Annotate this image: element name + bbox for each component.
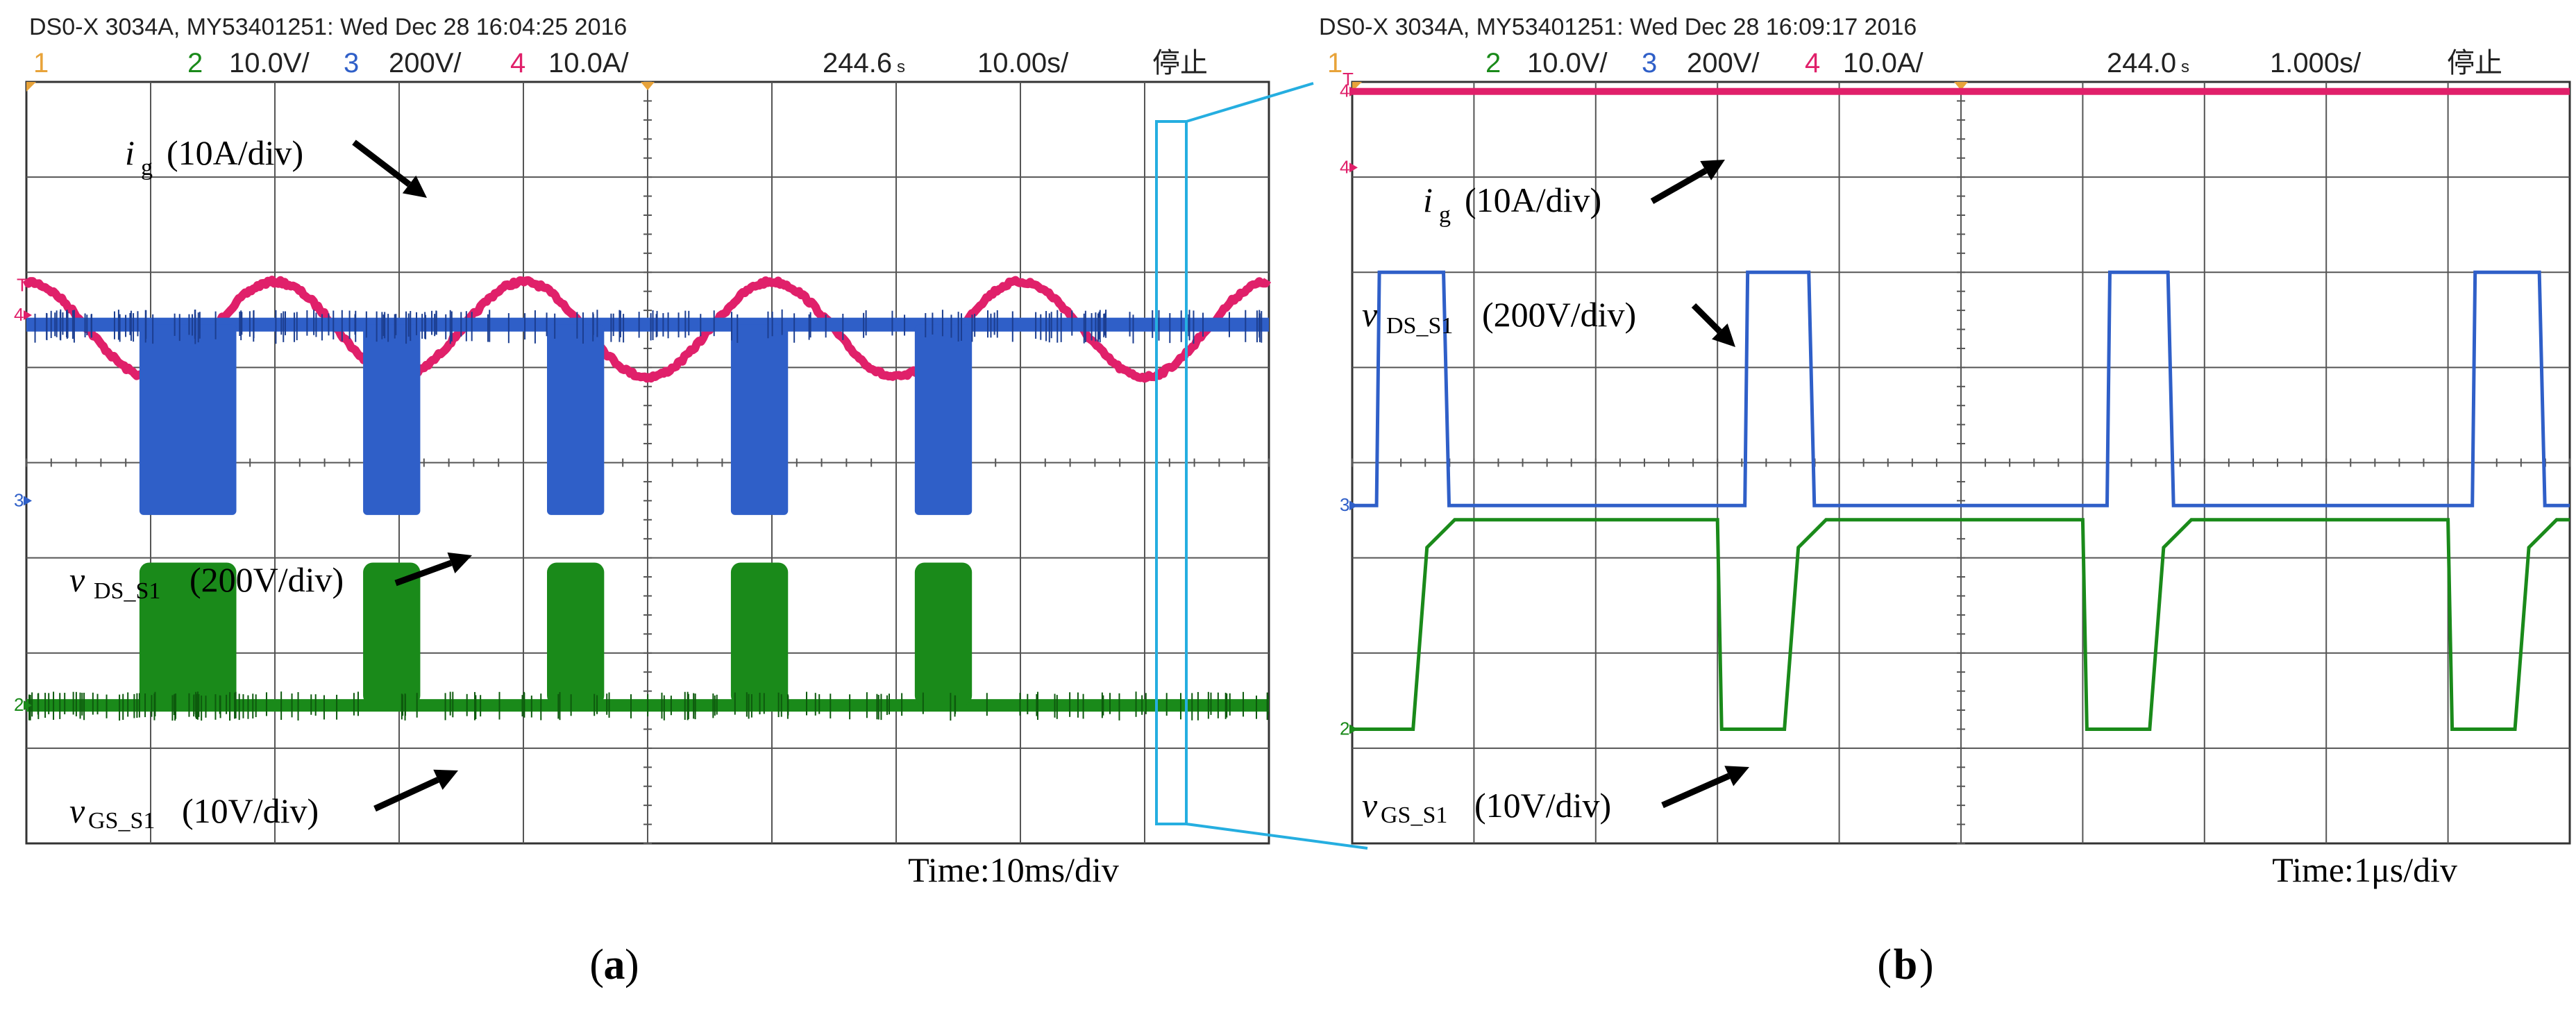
trace-vgs-pulse-a [731,562,788,705]
ch-marker-label-ch2-a: 2 [14,694,24,715]
plot-area-a: 4 T 3 2 [14,82,1269,843]
ann-vgs-sym-b: v [1362,786,1378,825]
ch3-label-b: 3 [1642,48,1657,78]
figure-root: DS0-X 3034A, MY53401251: Wed Dec 28 16:0… [0,0,2576,1010]
trace-vds-block-a [363,325,420,515]
status-a: 停止 [1152,48,1208,78]
header-line1-b: DS0-X 3034A, MY53401251: Wed Dec 28 16:0… [1319,14,1917,40]
delay-b: 244.0 [2107,48,2176,78]
delay-unit-b: s [2181,58,2189,76]
trace-vgs-pulse-a [547,562,604,705]
header-line1-a: DS0-X 3034A, MY53401251: Wed Dec 28 16:0… [29,14,627,40]
delay-a: 244.6 [823,48,892,78]
ann-vds-sym-a: v [69,560,85,599]
ch4-label-b: 4 [1805,48,1820,78]
ch3-label-a: 3 [344,48,359,78]
ch-marker-label-ch4-b: 4 [1340,156,1349,177]
ann-ig-sub-b: g [1439,202,1451,228]
ch4-scale-a: 10.0A/ [548,48,630,78]
ann-ig-scale-b: (10A/div) [1465,180,1601,219]
ann-vgs-sub-b: GS_S1 [1381,802,1447,828]
ann-ig-sub-a: g [141,155,153,180]
trig-label-a: T [17,275,28,296]
trace-vgs-pulse-a [363,562,420,705]
caption-b: ( b ) [1877,941,1933,988]
ann-ig-sym-a: i [125,133,135,172]
ann-vgs-scale-a: (10V/div) [182,791,319,830]
ann-vds-scale-b: (200V/div) [1482,295,1636,334]
trace-vds-block-a [547,325,604,515]
ch2-scale-b: 10.0V/ [1527,48,1608,78]
ann-ig-scale-a: (10A/div) [167,133,303,172]
ch2-label-a: 2 [187,48,203,78]
ch-marker-label-ch3-b: 3 [1340,494,1349,515]
caption-b-close: ) [1919,941,1934,988]
caption-a-letter: a [604,941,625,988]
caption-b-letter: b [1894,941,1917,988]
caption-a: ( a ) [589,941,639,988]
ann-vgs-sub-a: GS_S1 [88,808,155,834]
ann-vds-sub-b: DS_S1 [1386,313,1453,339]
ch2-label-b: 2 [1485,48,1501,78]
ch-marker-label-ch3-a: 3 [14,489,24,510]
status-b: 停止 [2447,48,2502,78]
ch4-scale-b: 10.0A/ [1843,48,1924,78]
ch1-label-b: 1 [1327,48,1342,78]
ch4-label-a: 4 [510,48,525,78]
ch2-scale-a: 10.0V/ [229,48,310,78]
trace-vds-block-a [915,325,972,515]
time-label-b: Time:1μs/div [2272,850,2457,889]
ch-marker-label-ch2-b: 2 [1340,718,1349,739]
ann-vds-sub-a: DS_S1 [94,578,160,604]
ch-marker-label-ch4-top-b: 4 [1340,81,1349,101]
ann-vds-sym-b: v [1362,295,1378,334]
timebase-a: 10.00s/ [977,48,1069,78]
trace-ig-b [1352,88,2570,95]
panel-b: DS0-X 3034A, MY53401251: Wed Dec 28 16:0… [1319,14,2570,988]
ann-vgs-scale-b: (10V/div) [1474,786,1611,825]
ch1-label-a: 1 [33,48,49,78]
timebase-b: 1.000s/ [2270,48,2362,78]
caption-a-close: ) [625,941,639,988]
ann-vds-scale-a: (200V/div) [190,560,344,599]
panel-a: DS0-X 3034A, MY53401251: Wed Dec 28 16:0… [14,14,1269,988]
trace-vgs-pulse-a [915,562,972,705]
trace-vds-block-a [140,325,237,515]
delay-unit-a: s [897,58,905,76]
ann-ig-sym-b: i [1423,180,1433,219]
caption-b-open: ( [1877,941,1892,988]
ch-marker-label-ch4-a: 4 [14,304,24,325]
time-label-a: Time:10ms/div [908,850,1119,889]
caption-a-open: ( [589,941,604,988]
trace-vds-block-a [731,325,788,515]
ch3-scale-a: 200V/ [389,48,462,78]
ann-vgs-sym-a: v [69,791,85,830]
ch3-scale-b: 200V/ [1687,48,1760,78]
